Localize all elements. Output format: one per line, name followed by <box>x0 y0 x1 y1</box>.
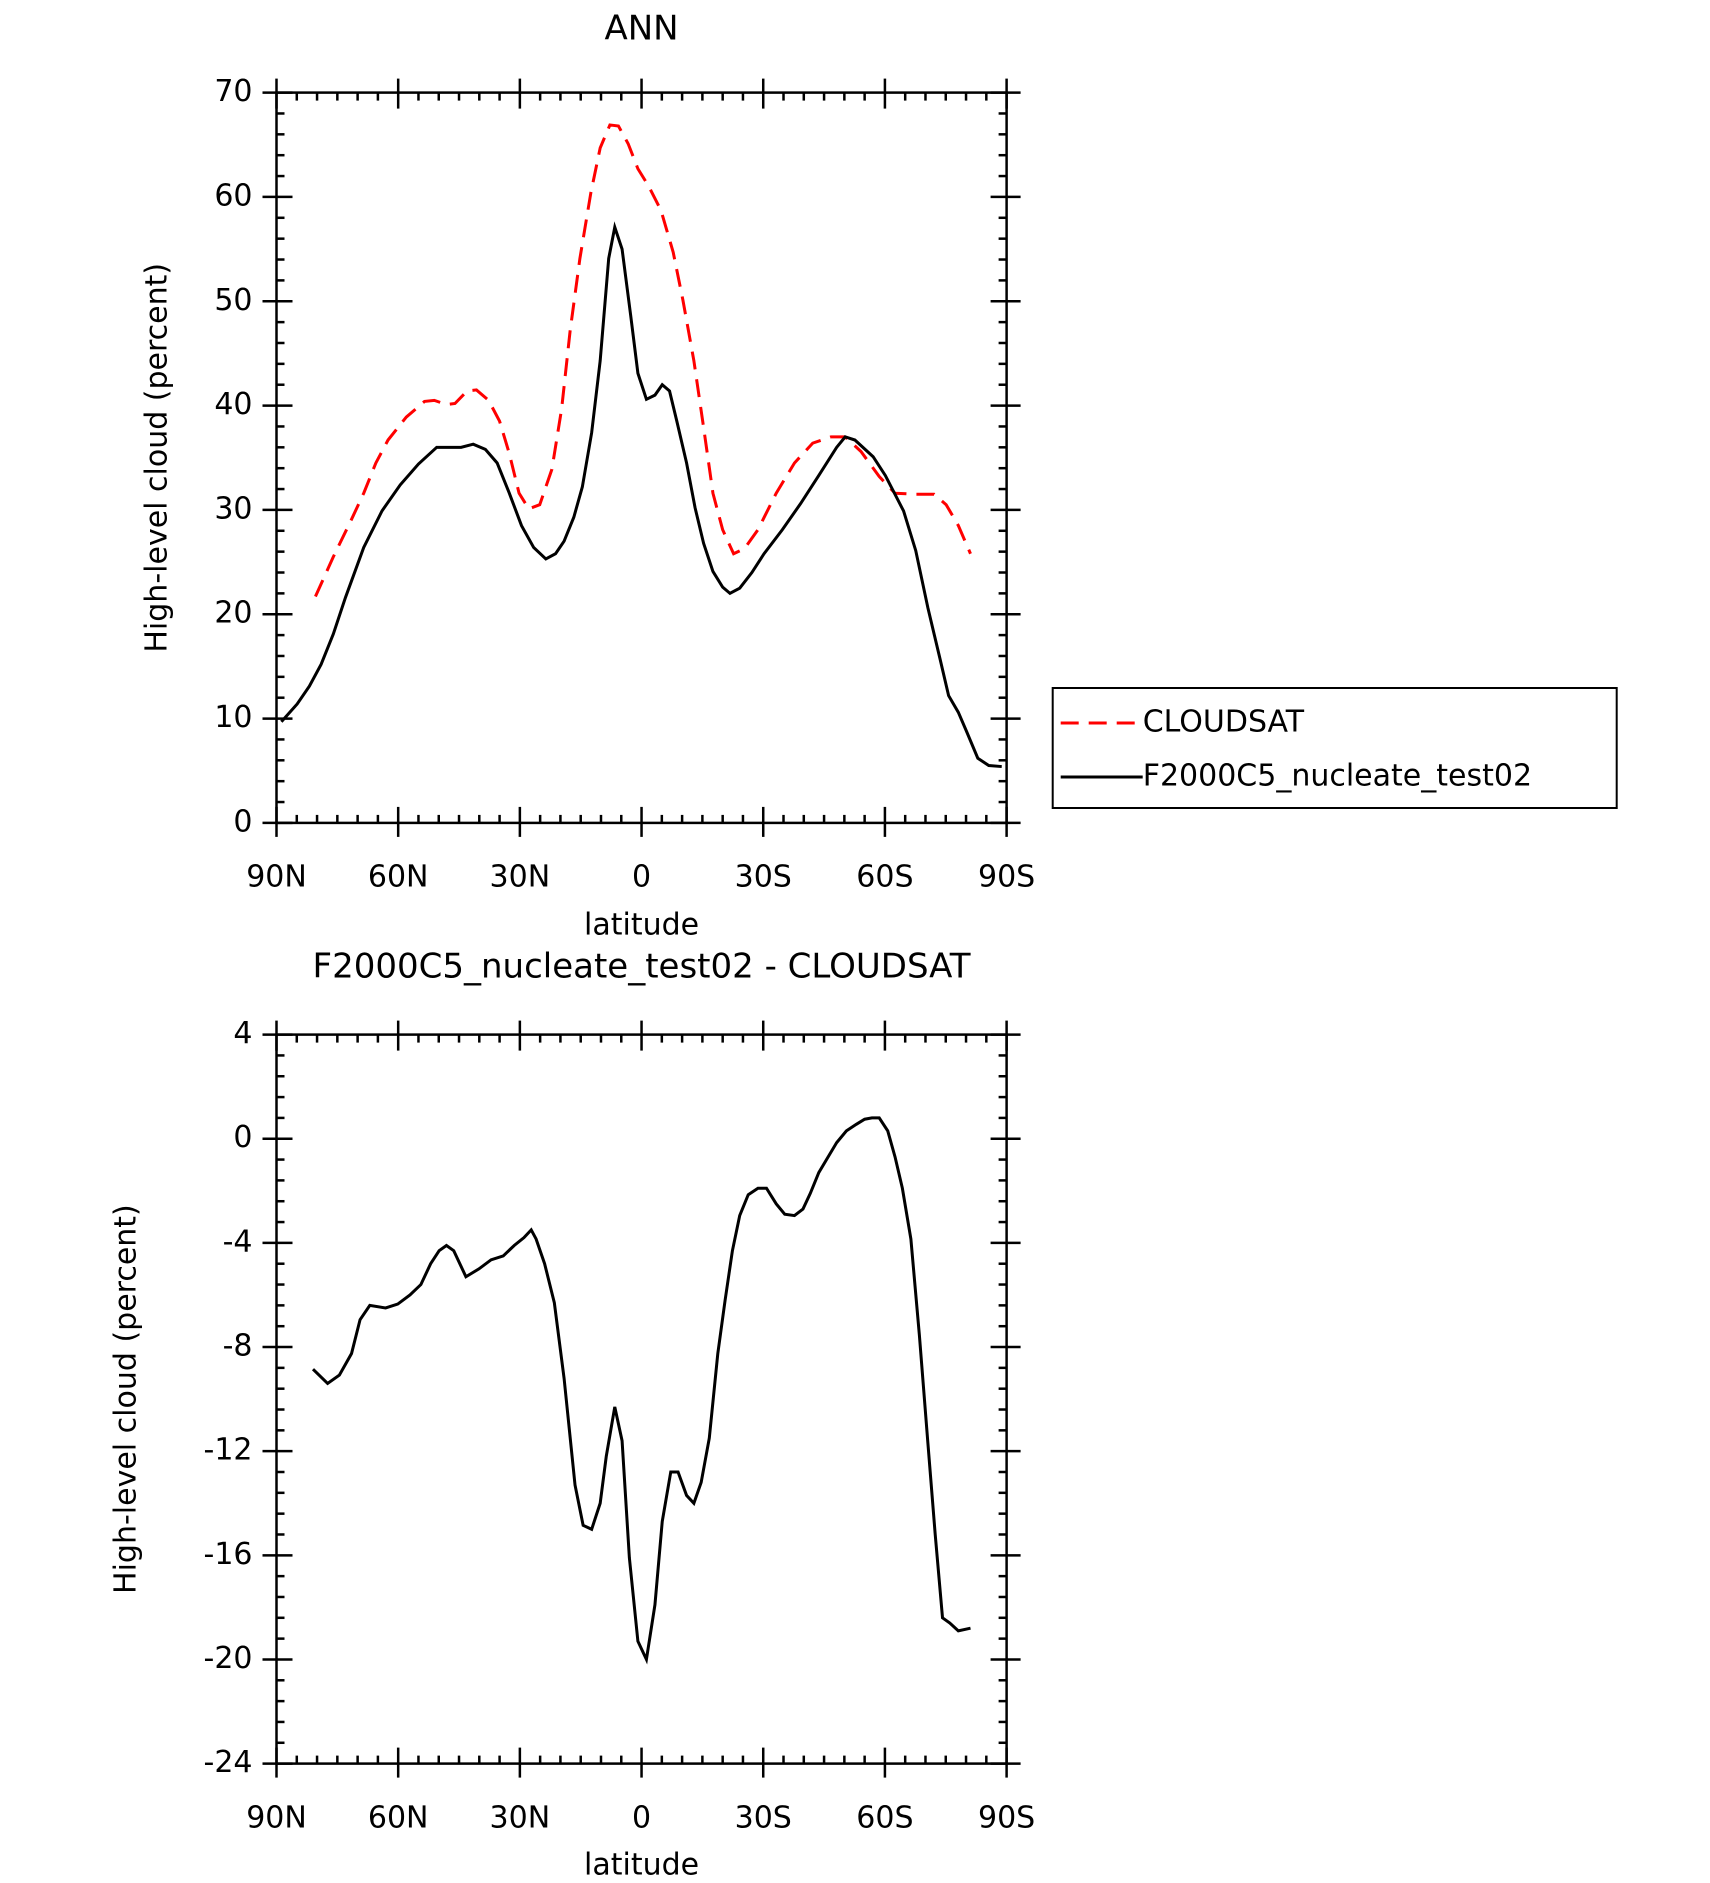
chart-title: ANN <box>604 9 678 49</box>
data-line <box>280 221 1002 769</box>
y-tick-label: 10 <box>214 700 252 735</box>
y-tick-label: 60 <box>214 178 252 213</box>
x-tick-label: 90N <box>246 1801 307 1836</box>
plot-frame <box>275 1033 1008 1765</box>
y-tick-label: -12 <box>204 1433 253 1468</box>
y-axis-label: High-level cloud (percent) <box>140 263 175 653</box>
y-tick-label: 40 <box>214 387 252 422</box>
y-tick-label: -4 <box>223 1224 253 1259</box>
legend-label: CLOUDSAT <box>1143 705 1305 740</box>
data-line <box>311 1116 971 1665</box>
x-tick-label: 60N <box>368 860 429 895</box>
y-tick-label: 0 <box>233 804 252 839</box>
x-tick-label: 30S <box>735 1801 792 1836</box>
y-tick-label: -24 <box>204 1745 253 1780</box>
legend-label: F2000C5_nucleate_test02 <box>1143 759 1532 794</box>
y-tick-label: -20 <box>204 1641 253 1676</box>
x-axis-label: latitude <box>584 1848 699 1883</box>
data-line <box>314 123 972 598</box>
y-tick-label: 70 <box>214 74 252 109</box>
y-tick-label: 4 <box>233 1016 252 1051</box>
x-tick-label: 30N <box>490 860 551 895</box>
x-tick-label: 30S <box>735 860 792 895</box>
plot-frame <box>275 91 1008 825</box>
x-tick-label: 90S <box>978 1801 1035 1836</box>
legend-box <box>1051 687 1618 809</box>
x-tick-label: 60S <box>856 1801 913 1836</box>
y-tick-label: 50 <box>214 283 252 318</box>
y-tick-label: 0 <box>233 1120 252 1155</box>
x-tick-label: 90N <box>246 860 307 895</box>
x-tick-label: 0 <box>632 1801 651 1836</box>
x-tick-label: 60S <box>856 860 913 895</box>
y-tick-label: 30 <box>214 491 252 526</box>
x-axis-label: latitude <box>584 908 699 943</box>
y-tick-label: -8 <box>223 1329 253 1364</box>
x-tick-label: 90S <box>978 860 1035 895</box>
y-tick-label: 20 <box>214 596 252 631</box>
chart-title: F2000C5_nucleate_test02 - CLOUDSAT <box>313 947 971 987</box>
x-tick-label: 30N <box>490 1801 551 1836</box>
x-tick-label: 60N <box>368 1801 429 1836</box>
x-tick-label: 0 <box>632 860 651 895</box>
y-tick-label: -16 <box>204 1537 253 1572</box>
y-axis-label: High-level cloud (percent) <box>109 1204 144 1594</box>
